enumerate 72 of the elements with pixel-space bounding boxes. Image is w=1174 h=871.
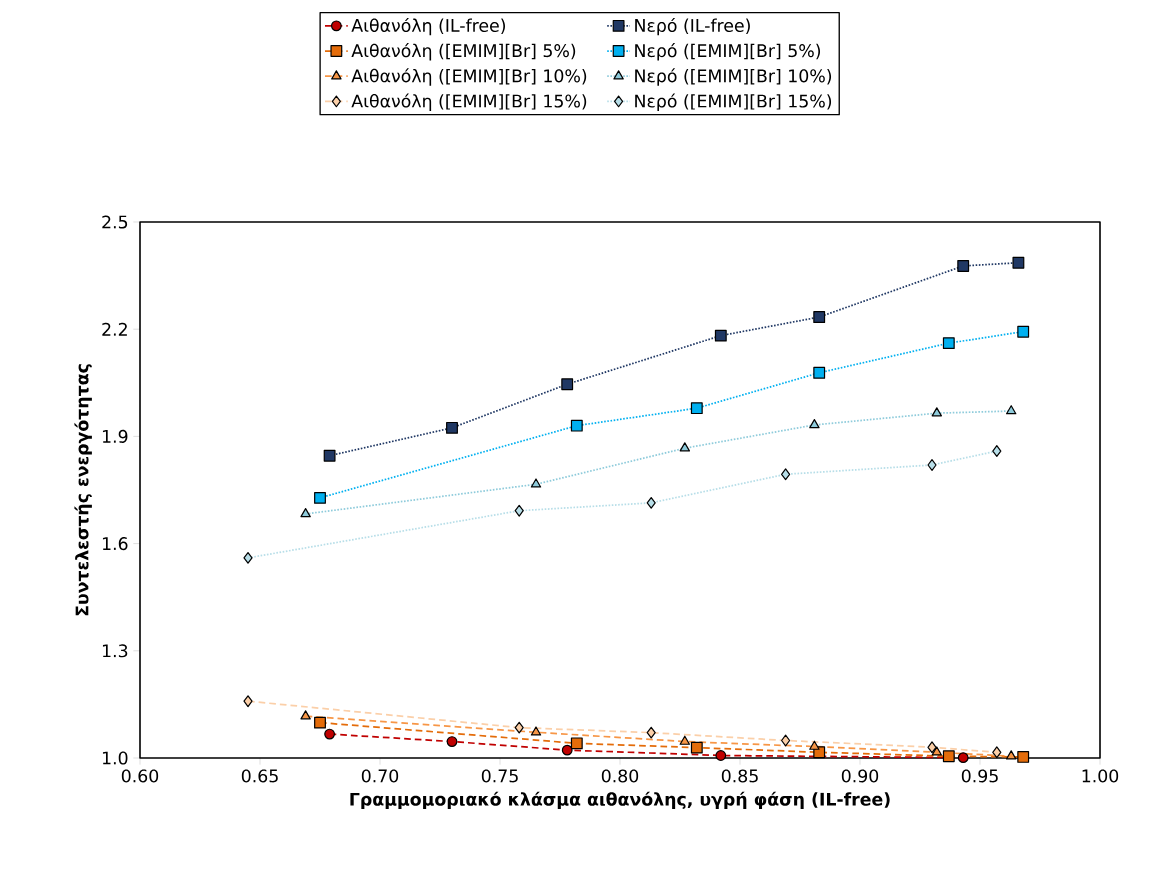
point xyxy=(530,478,542,488)
point xyxy=(809,419,820,429)
point xyxy=(324,728,335,740)
point xyxy=(957,260,970,272)
point xyxy=(992,746,1002,759)
point xyxy=(690,741,703,754)
point xyxy=(714,329,727,342)
legend-label: Αιθανόλη ([EMIM][Br] 5%) xyxy=(351,43,576,61)
x-tick-label: 0.95 xyxy=(961,769,998,783)
point xyxy=(300,710,311,720)
x-tick-label: 0.75 xyxy=(481,769,518,783)
point xyxy=(646,726,656,739)
point xyxy=(314,491,326,504)
point xyxy=(514,504,524,517)
point xyxy=(1005,750,1017,760)
point xyxy=(931,746,943,756)
point xyxy=(809,740,820,750)
x-tick-label: 0.80 xyxy=(601,769,639,783)
legend-label: Νερό (IL-free) xyxy=(635,17,750,36)
point xyxy=(1017,325,1030,338)
point xyxy=(446,736,458,747)
legend-label: Αιθανόλη ([EMIM][Br] 15%) xyxy=(351,93,587,111)
point xyxy=(243,551,253,564)
x-axis-title: Γραμμομοριακό κλάσμα αιθανόλης, υγρή φάση (IL-free) xyxy=(350,791,890,810)
y-tick-label: 1.6 xyxy=(102,537,128,551)
y-axis-title: Συντελεστής ενεργότητας xyxy=(74,364,92,616)
y-tick-label: 2.5 xyxy=(102,215,128,229)
x-tick-label: 0.65 xyxy=(241,769,278,783)
point xyxy=(781,734,791,747)
point xyxy=(530,726,542,736)
point xyxy=(781,468,791,481)
point xyxy=(446,421,458,434)
point xyxy=(931,407,943,417)
point xyxy=(942,750,955,763)
point xyxy=(813,311,826,323)
point xyxy=(927,741,937,754)
y-tick-label: 2.2 xyxy=(102,322,127,336)
point xyxy=(323,449,336,462)
point xyxy=(1005,405,1017,415)
point xyxy=(300,508,311,518)
legend-label: Αιθανόλη (IL-free) xyxy=(351,17,506,36)
point xyxy=(561,744,573,756)
point xyxy=(690,402,703,415)
x-tick-label: 0.90 xyxy=(841,769,879,783)
y-tick-label: 1.9 xyxy=(102,429,128,443)
point xyxy=(561,378,574,391)
point xyxy=(570,419,583,432)
point xyxy=(942,337,955,350)
point xyxy=(679,442,691,452)
point xyxy=(927,459,937,471)
point xyxy=(1012,256,1025,269)
legend-label: Νερό ([EMIM][Br] 10%) xyxy=(635,68,832,86)
point xyxy=(1017,750,1030,763)
point xyxy=(715,750,727,761)
x-tick-label: 1.00 xyxy=(1082,769,1119,783)
y-tick-label: 1.0 xyxy=(102,751,128,765)
point xyxy=(646,496,656,509)
y-tick-label: 1.3 xyxy=(102,644,128,658)
point xyxy=(957,752,969,764)
point xyxy=(679,735,691,745)
x-tick-label: 0.85 xyxy=(721,769,758,783)
point xyxy=(314,716,326,729)
legend-label: Νερό ([EMIM][Br] 5%) xyxy=(635,43,821,61)
x-tick-label: 0.60 xyxy=(121,769,159,783)
x-tick-label: 0.70 xyxy=(361,769,399,783)
point xyxy=(243,695,253,708)
point xyxy=(992,445,1002,457)
point xyxy=(514,721,524,734)
point xyxy=(813,366,826,379)
point xyxy=(570,737,583,750)
legend-label: Αιθανόλη ([EMIM][Br] 10%) xyxy=(351,68,587,86)
legend-label: Νερό ([EMIM][Br] 15%) xyxy=(635,93,832,111)
